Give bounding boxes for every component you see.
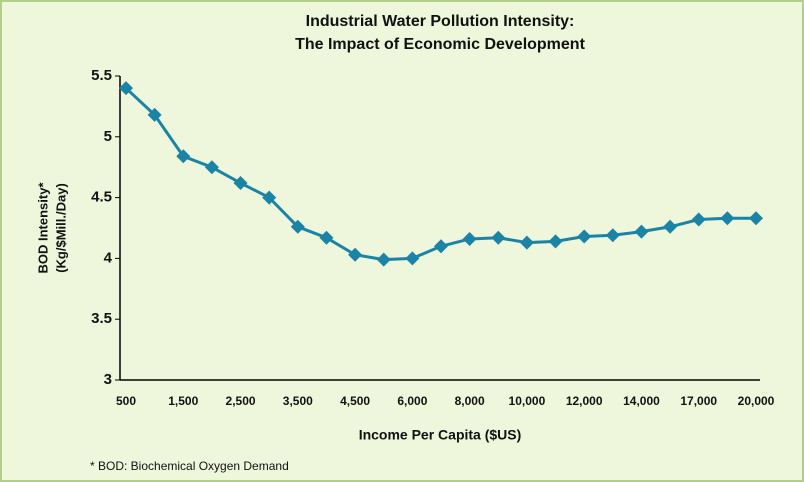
marker — [577, 229, 592, 244]
x-tick-label: 4,500 — [340, 394, 370, 408]
y-tick-label: 4.5 — [91, 189, 112, 206]
y-tick-label: 3 — [104, 371, 112, 388]
marker — [147, 107, 162, 122]
x-tick-label: 8,000 — [455, 394, 485, 408]
x-tick-label: 6,000 — [397, 394, 427, 408]
marker — [376, 252, 391, 267]
x-axis-label: Income Per Capita ($US) — [359, 427, 522, 443]
marker — [262, 190, 277, 205]
x-tick-label: 10,000 — [509, 394, 546, 408]
y-axis-label: (Kg/$Mill./Day) — [53, 183, 68, 273]
x-tick-label: 20,000 — [738, 394, 775, 408]
marker — [634, 224, 649, 239]
marker — [663, 219, 678, 234]
marker — [605, 228, 620, 243]
y-tick-label: 3.5 — [91, 310, 112, 327]
chart-title: The Impact of Economic Development — [295, 36, 586, 53]
x-tick-label: 1,500 — [168, 394, 198, 408]
marker — [348, 247, 363, 262]
x-tick-label: 17,000 — [680, 394, 717, 408]
marker — [462, 231, 477, 246]
marker — [405, 251, 420, 266]
marker — [290, 219, 305, 234]
marker — [720, 211, 735, 226]
x-tick-label: 3,500 — [283, 394, 313, 408]
marker — [176, 149, 191, 164]
marker — [233, 176, 248, 191]
x-tick-label: 14,000 — [623, 394, 660, 408]
marker — [491, 230, 506, 245]
x-tick-label: 500 — [116, 394, 136, 408]
marker — [119, 81, 133, 96]
marker — [519, 235, 534, 250]
footnote: * BOD: Biochemical Oxygen Demand — [90, 459, 289, 473]
marker — [434, 239, 448, 254]
x-tick-label: 2,500 — [226, 394, 256, 408]
y-tick-label: 4 — [104, 249, 113, 266]
y-tick-label: 5 — [104, 128, 112, 145]
marker — [548, 234, 563, 249]
marker — [204, 160, 219, 175]
marker — [691, 212, 706, 227]
marker — [749, 211, 763, 226]
chart-title: Industrial Water Pollution Intensity: — [306, 13, 575, 30]
marker — [319, 230, 334, 245]
y-tick-label: 5.5 — [91, 67, 112, 84]
x-tick-label: 12,000 — [566, 394, 603, 408]
y-axis-label: BOD Intensity* — [35, 182, 50, 274]
